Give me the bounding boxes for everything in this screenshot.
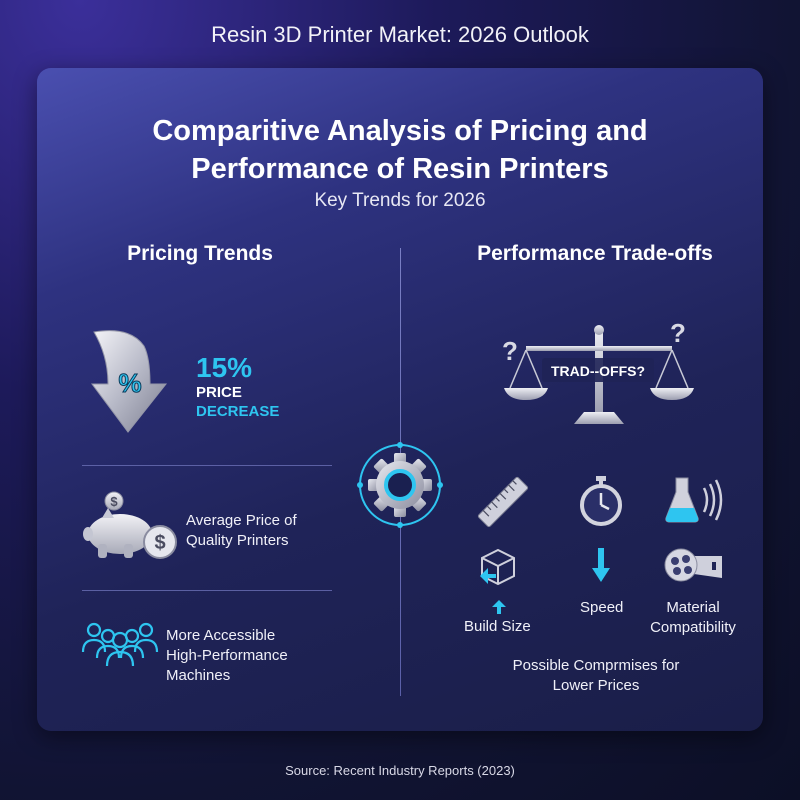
build-size-label: Build Size [464, 618, 531, 635]
ruler-icon [477, 476, 529, 528]
material-label: Material Compatibility [630, 598, 756, 638]
card-title: Comparitive Analysis of Pricing and Perf… [0, 112, 800, 188]
avg-price-line2: Quality Printers [186, 532, 289, 549]
avg-price-line1: Average Price of [186, 512, 297, 529]
flask-icon [665, 477, 723, 523]
coin-dollar-glyph: $ [110, 494, 118, 509]
compromises-line2: Lower Prices [552, 677, 640, 694]
speed-label: Speed [580, 599, 624, 616]
accessibility-line2: High-Performance [166, 647, 288, 664]
gear-icon [357, 442, 443, 528]
scale-label: TRAD--OFFS? [551, 363, 645, 379]
card-subtitle: Key Trends for 2026 [314, 190, 486, 211]
compromises-line1: Possible Comprmises for [512, 657, 680, 674]
people-group-icon [81, 622, 159, 667]
stat-label-decrease: DECREASE [196, 403, 280, 420]
percent-glyph: % [118, 368, 141, 398]
horizontal-divider [82, 590, 332, 591]
accessibility-text: More Accessible High-Performance Machine… [166, 626, 288, 686]
dollar-coin-icon: $ [143, 525, 177, 559]
source-footer: Source: Recent Industry Reports (2023) [285, 763, 515, 778]
film-reel-icon [664, 548, 722, 582]
piggy-bank-icon: $ [83, 491, 159, 558]
performance-heading: Performance Trade-offs [477, 242, 713, 265]
stat-value: 15% [196, 352, 253, 383]
accessibility-line1: More Accessible [166, 627, 276, 644]
down-arrow-icon [592, 548, 610, 582]
accessibility-line3: Machines [166, 667, 231, 684]
stat-label-price: PRICE [196, 384, 242, 401]
card-title-line2: Performance of Resin Printers [191, 153, 609, 185]
avg-price-text: Average Price of Quality Printers [186, 511, 297, 551]
card-title-line1: Comparitive Analysis of Pricing and [152, 115, 648, 147]
question-mark-left: ? [502, 336, 518, 366]
material-line1: Material [666, 599, 720, 616]
question-mark-right: ? [670, 318, 686, 348]
horizontal-divider [82, 465, 332, 466]
page-header-title: Resin 3D Printer Market: 2026 Outlook [211, 22, 589, 47]
balance-scale-icon: ? ? TRAD--OFFS? [502, 318, 694, 424]
material-line2: Compatibility [650, 619, 736, 636]
up-arrow-icon [492, 600, 506, 614]
stopwatch-icon [580, 476, 622, 526]
compromises-text: Possible Comprmises for Lower Prices [480, 656, 712, 696]
pricing-trends-heading: Pricing Trends [127, 242, 273, 265]
cube-icon [480, 548, 515, 586]
coin-dollar-glyph: $ [154, 532, 165, 554]
down-arrow-percent-icon: % [91, 330, 168, 433]
